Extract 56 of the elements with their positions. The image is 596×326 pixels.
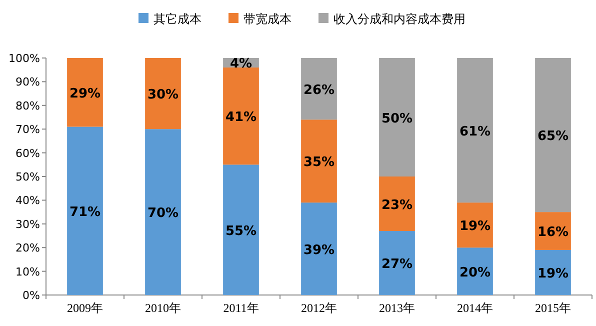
bar [457, 248, 493, 295]
bar [457, 58, 493, 203]
data-label: 50% [381, 111, 413, 126]
data-label: 27% [381, 257, 413, 272]
y-tick-label: 90% [16, 76, 40, 89]
data-label: 23% [381, 198, 413, 213]
y-tick-label: 10% [16, 265, 40, 278]
legend-label: 其它成本 [154, 12, 202, 26]
bar [145, 58, 181, 130]
data-label: 41% [225, 110, 257, 126]
data-label: 26% [303, 82, 335, 98]
y-tick-label: 100% [8, 52, 40, 65]
y-tick-label: 70% [16, 123, 40, 136]
data-label: 35% [303, 155, 335, 170]
bar [67, 58, 103, 127]
data-label: 19% [459, 219, 491, 234]
data-label: 39% [303, 242, 335, 258]
data-label: 20% [459, 265, 491, 280]
x-tick-label: 2011年 [223, 301, 259, 315]
y-tick-label: 20% [16, 242, 40, 255]
bar [457, 202, 493, 248]
bar [301, 58, 337, 120]
data-label: 71% [69, 204, 101, 220]
x-tick-label: 2013年 [379, 301, 415, 315]
y-tick-label: 30% [16, 218, 40, 231]
bar [223, 164, 259, 295]
legend-label: 收入分成和内容成本费用 [334, 12, 466, 26]
data-label: 61% [459, 124, 491, 140]
bar [145, 129, 181, 295]
bar [535, 250, 571, 295]
x-tick-label: 2014年 [457, 301, 493, 315]
bar [301, 202, 337, 295]
bar [379, 231, 415, 295]
y-tick-label: 0% [22, 289, 40, 302]
y-tick-label: 80% [16, 99, 40, 112]
data-label: 29% [69, 86, 101, 102]
bar [535, 58, 571, 212]
data-label: 19% [537, 266, 569, 282]
x-tick-label: 2010年 [145, 301, 181, 315]
y-tick-label: 60% [16, 146, 40, 160]
data-label: 55% [225, 224, 257, 239]
data-label: 30% [147, 88, 179, 103]
legend-label: 带宽成本 [244, 12, 292, 26]
x-tick-label: 2012年 [301, 301, 337, 315]
bar [379, 58, 415, 176]
x-tick-label: 2009年 [67, 301, 103, 315]
bar [223, 67, 259, 165]
data-label: 65% [537, 129, 569, 144]
x-tick-label: 2015年 [535, 301, 571, 315]
bar [67, 126, 103, 295]
data-label: 16% [537, 225, 569, 240]
y-tick-label: 40% [16, 194, 40, 208]
y-tick-label: 50% [16, 170, 40, 184]
bar [301, 120, 337, 203]
bar [379, 176, 415, 232]
data-label: 70% [147, 206, 179, 222]
